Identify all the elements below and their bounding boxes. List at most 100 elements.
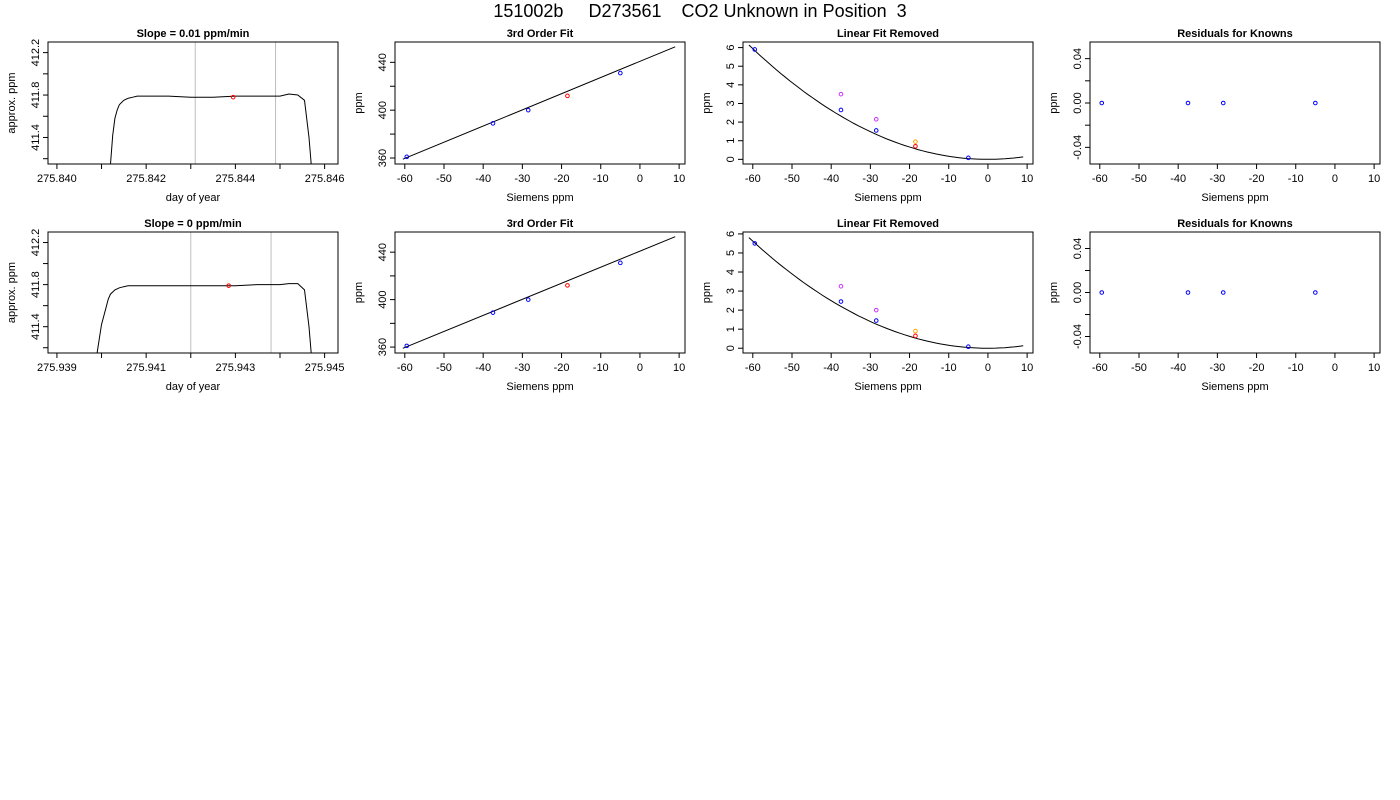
y-tick-label: 6 — [725, 231, 737, 237]
x-tick-label: -50 — [436, 362, 452, 374]
chart-panel: -60 -50 -40 -30 -20 -10 0 10 -0.04 0.00 0.04 Residu… — [1048, 28, 1381, 204]
y-tick-label: -0.04 — [1072, 135, 1084, 160]
x-tick-label: 275.945 — [305, 362, 345, 374]
fit-line — [402, 46, 676, 160]
plot-frame — [742, 231, 1034, 354]
x-axis-label: Siemens ppm — [506, 192, 573, 204]
y-tick-label: 0 — [725, 345, 737, 351]
x-tick-label: -20 — [554, 362, 570, 374]
plot-frame — [742, 41, 1034, 165]
x-tick-label: -20 — [1249, 362, 1265, 374]
y-tick-label: 5 — [725, 63, 737, 69]
data-point — [838, 107, 844, 113]
data-point — [913, 333, 918, 339]
data-point — [565, 93, 570, 99]
x-axis-label: Siemens ppm — [1201, 192, 1268, 204]
x-tick-label: 10 — [1021, 362, 1033, 374]
x-axis-label: day of year — [166, 381, 221, 393]
x-tick-label: 275.939 — [37, 362, 77, 374]
x-tick-label: -40 — [475, 173, 491, 185]
series-line — [110, 93, 312, 164]
x-tick-label: 10 — [1368, 173, 1380, 185]
x-tick-label: -60 — [745, 173, 761, 185]
x-tick-label: -60 — [1092, 362, 1108, 374]
chart-title: Linear Fit Removed — [837, 28, 939, 40]
x-tick-label: 10 — [673, 173, 685, 185]
y-tick-label: 1 — [725, 138, 737, 144]
x-tick-label: 275.844 — [216, 173, 256, 185]
data-point — [1313, 290, 1318, 295]
y-axis-label: ppm — [1048, 282, 1060, 303]
y-axis-label: ppm — [701, 282, 713, 303]
y-tick-label: 1 — [725, 326, 737, 332]
chart-title: Slope = 0.01 ppm/min — [137, 28, 250, 40]
x-tick-label: -20 — [554, 173, 570, 185]
x-axis-label: Siemens ppm — [854, 381, 921, 393]
x-tick-label: -40 — [823, 362, 839, 374]
data-point — [618, 70, 623, 76]
data-point — [1099, 100, 1105, 106]
plot-frame — [394, 231, 686, 354]
x-tick-label: -10 — [593, 362, 609, 374]
data-point — [404, 154, 410, 160]
x-tick-label: 0 — [985, 362, 991, 374]
x-tick-label: -40 — [1170, 362, 1186, 374]
y-tick-label: 0.04 — [1072, 238, 1084, 259]
x-tick-label: -10 — [593, 173, 609, 185]
x-tick-label: -10 — [941, 362, 957, 374]
data-point — [490, 121, 496, 126]
data-point — [873, 128, 879, 133]
y-tick-label: 360 — [377, 338, 389, 356]
chart-title: Residuals for Knowns — [1177, 218, 1293, 230]
chart-title: 3rd Order Fit — [507, 28, 574, 40]
chart-title: 3rd Order Fit — [507, 218, 574, 230]
x-tick-label: -30 — [862, 173, 878, 185]
y-axis-label: ppm — [701, 92, 713, 113]
plot-content — [96, 283, 312, 353]
y-tick-label: 6 — [725, 45, 737, 51]
x-tick-label: -20 — [902, 362, 918, 374]
data-point — [226, 283, 231, 288]
x-tick-label: -30 — [1209, 362, 1225, 374]
fit-curve — [748, 44, 1024, 160]
y-axis-label: ppm — [1048, 92, 1060, 113]
page-title: 151002b D273561 CO2 Unknown in Position … — [493, 1, 907, 21]
data-point — [1099, 290, 1105, 295]
data-point — [752, 47, 758, 52]
x-tick-label: -30 — [514, 362, 530, 374]
chart-panel: -60 -50 -40 -30 -20 -10 0 10 0 1 2 3 4 5 6 Linear Fit R… — [701, 218, 1034, 393]
chart-panel: -60 -50 -40 -30 -20 -10 0 10 0 1 2 3 4 5 6 Linear Fit R… — [701, 28, 1034, 204]
x-axis-label: Siemens ppm — [1201, 381, 1268, 393]
y-tick-label: 3 — [725, 100, 737, 106]
x-tick-label: 275.941 — [126, 362, 166, 374]
y-tick-label: 400 — [377, 290, 389, 308]
data-point — [490, 310, 496, 315]
data-point — [838, 284, 844, 289]
chart-panel: -60 -50 -40 -30 -20 -10 0 10 360 400 440 3rd Order … — [353, 28, 686, 204]
chart-title: Slope = 0 ppm/min — [144, 218, 242, 230]
x-tick-label: 275.842 — [126, 173, 166, 185]
y-tick-label: 411.4 — [30, 313, 42, 340]
x-tick-label: 0 — [1332, 362, 1338, 374]
x-tick-label: -10 — [1288, 173, 1304, 185]
x-tick-label: -50 — [784, 173, 800, 185]
y-axis-label: ppm — [353, 282, 365, 303]
y-tick-label: 2 — [725, 119, 737, 125]
y-tick-label: 412.2 — [30, 39, 42, 67]
y-tick-label: 0.00 — [1072, 282, 1084, 303]
data-point — [1220, 100, 1226, 106]
y-tick-label: 412.2 — [30, 229, 42, 257]
series-line — [96, 283, 312, 353]
x-tick-label: 10 — [673, 362, 685, 374]
y-tick-label: 4 — [725, 82, 737, 88]
x-tick-label: -30 — [862, 362, 878, 374]
x-tick-label: 0 — [985, 173, 991, 185]
data-point — [838, 91, 844, 97]
x-tick-label: -20 — [902, 173, 918, 185]
plot-content — [110, 93, 312, 164]
x-tick-label: -10 — [941, 173, 957, 185]
y-tick-label: 5 — [725, 250, 737, 256]
data-point — [966, 155, 971, 161]
data-point — [913, 139, 918, 144]
